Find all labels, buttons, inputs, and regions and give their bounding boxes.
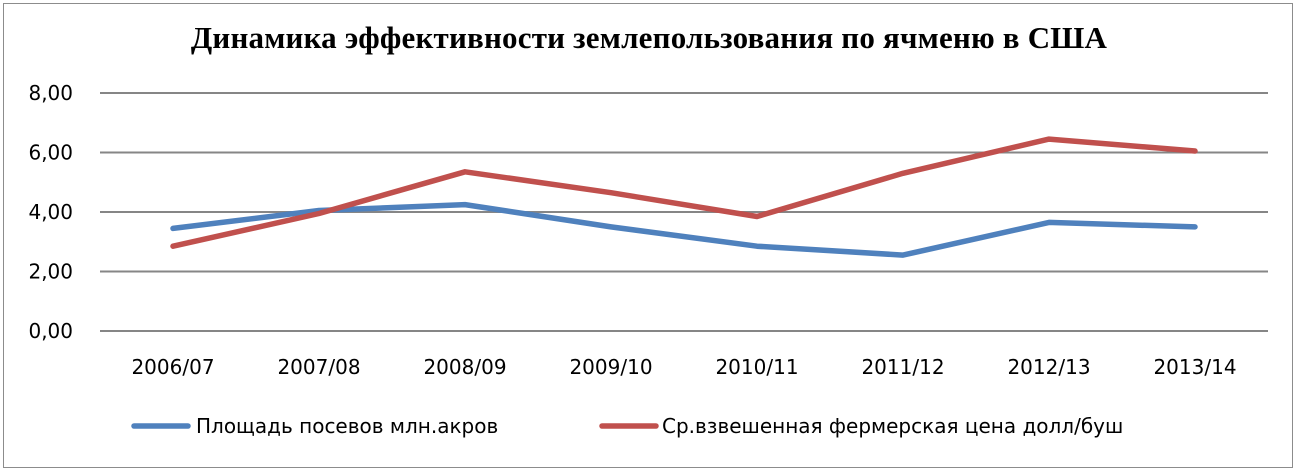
y-tick-label: 0,00 xyxy=(28,319,73,343)
series-line-1 xyxy=(170,201,1198,258)
x-tick-label: 2010/11 xyxy=(715,355,798,379)
x-tick-label: 2007/08 xyxy=(277,355,360,379)
y-tick-label: 8,00 xyxy=(28,81,73,105)
x-tick-label: 2006/07 xyxy=(131,355,214,379)
chart-title: Динамика эффективности землепользования … xyxy=(190,20,1108,55)
x-tick-label: 2013/14 xyxy=(1153,355,1236,379)
x-tick-label: 2011/12 xyxy=(861,355,944,379)
legend-label-1: Площадь посевов млн.акров xyxy=(196,414,498,438)
y-tick-label: 6,00 xyxy=(28,141,73,165)
x-tick-label: 2012/13 xyxy=(1007,355,1090,379)
series-line-2 xyxy=(170,136,1198,249)
y-tick-label: 2,00 xyxy=(28,260,73,284)
legend-label-2: Ср.взвешенная фермерская цена долл/буш xyxy=(662,414,1123,438)
x-tick-label: 2008/09 xyxy=(423,355,506,379)
x-tick-label: 2009/10 xyxy=(569,355,652,379)
y-tick-label: 4,00 xyxy=(28,200,73,224)
